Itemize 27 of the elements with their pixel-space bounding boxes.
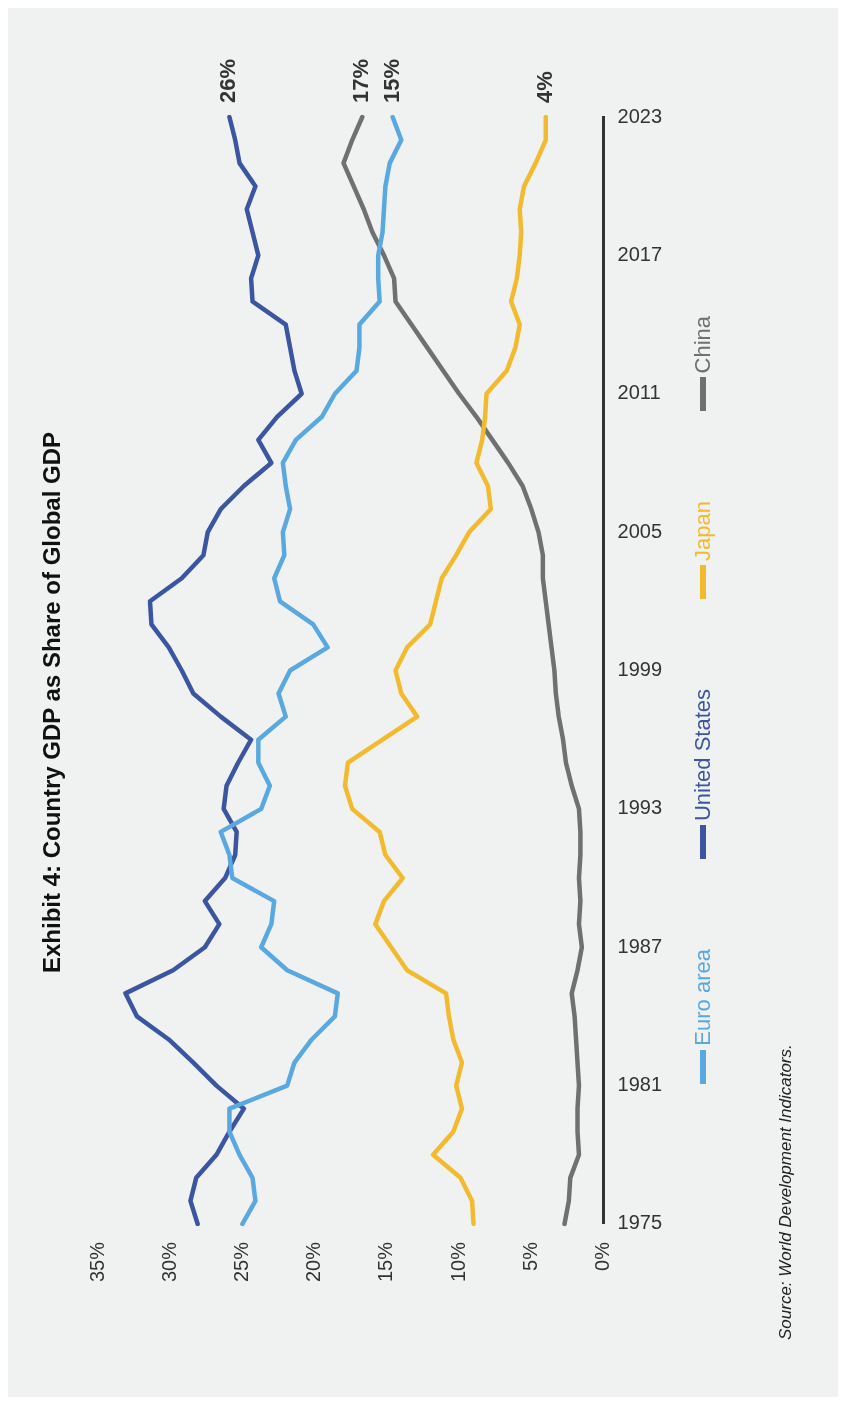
y-tick-label: 1999 <box>617 658 663 680</box>
x-tick-label: 15% <box>374 1241 397 1282</box>
y-tick-label: 2011 <box>617 381 661 404</box>
text: China <box>690 315 716 374</box>
x-tick-label: 10% <box>446 1241 469 1282</box>
text: United States <box>690 689 716 822</box>
x-tick-label: 5% <box>518 1241 541 1271</box>
y-tick-label: 2017 <box>617 242 663 265</box>
text: Euro area <box>690 949 716 1047</box>
y-tick-label: 2023 <box>617 104 663 127</box>
y-tick-label: 1981 <box>617 1073 663 1096</box>
y-tick-label: 1993 <box>617 796 663 819</box>
x-tick-label: 30% <box>157 1241 180 1282</box>
text: Japan <box>690 501 716 562</box>
x-tick-label: 35% <box>85 1241 108 1282</box>
data-label: 4% <box>531 71 557 103</box>
x-tick-label: 0% <box>591 1241 614 1271</box>
text: Exhibit 4: Country GDP as Share of Global GDP <box>38 432 66 973</box>
x-tick-label: 20% <box>302 1241 325 1282</box>
x-tick-label: 25% <box>229 1241 252 1282</box>
data-label: 15% <box>378 58 404 103</box>
y-tick-label: 1975 <box>617 1211 663 1234</box>
source-note: Source: World Development Indicators. <box>776 1044 795 1340</box>
data-label: 17% <box>348 58 374 103</box>
y-tick-label: 2005 <box>617 519 663 542</box>
y-tick-label: 1987 <box>617 934 663 957</box>
data-label: 26% <box>215 58 241 103</box>
